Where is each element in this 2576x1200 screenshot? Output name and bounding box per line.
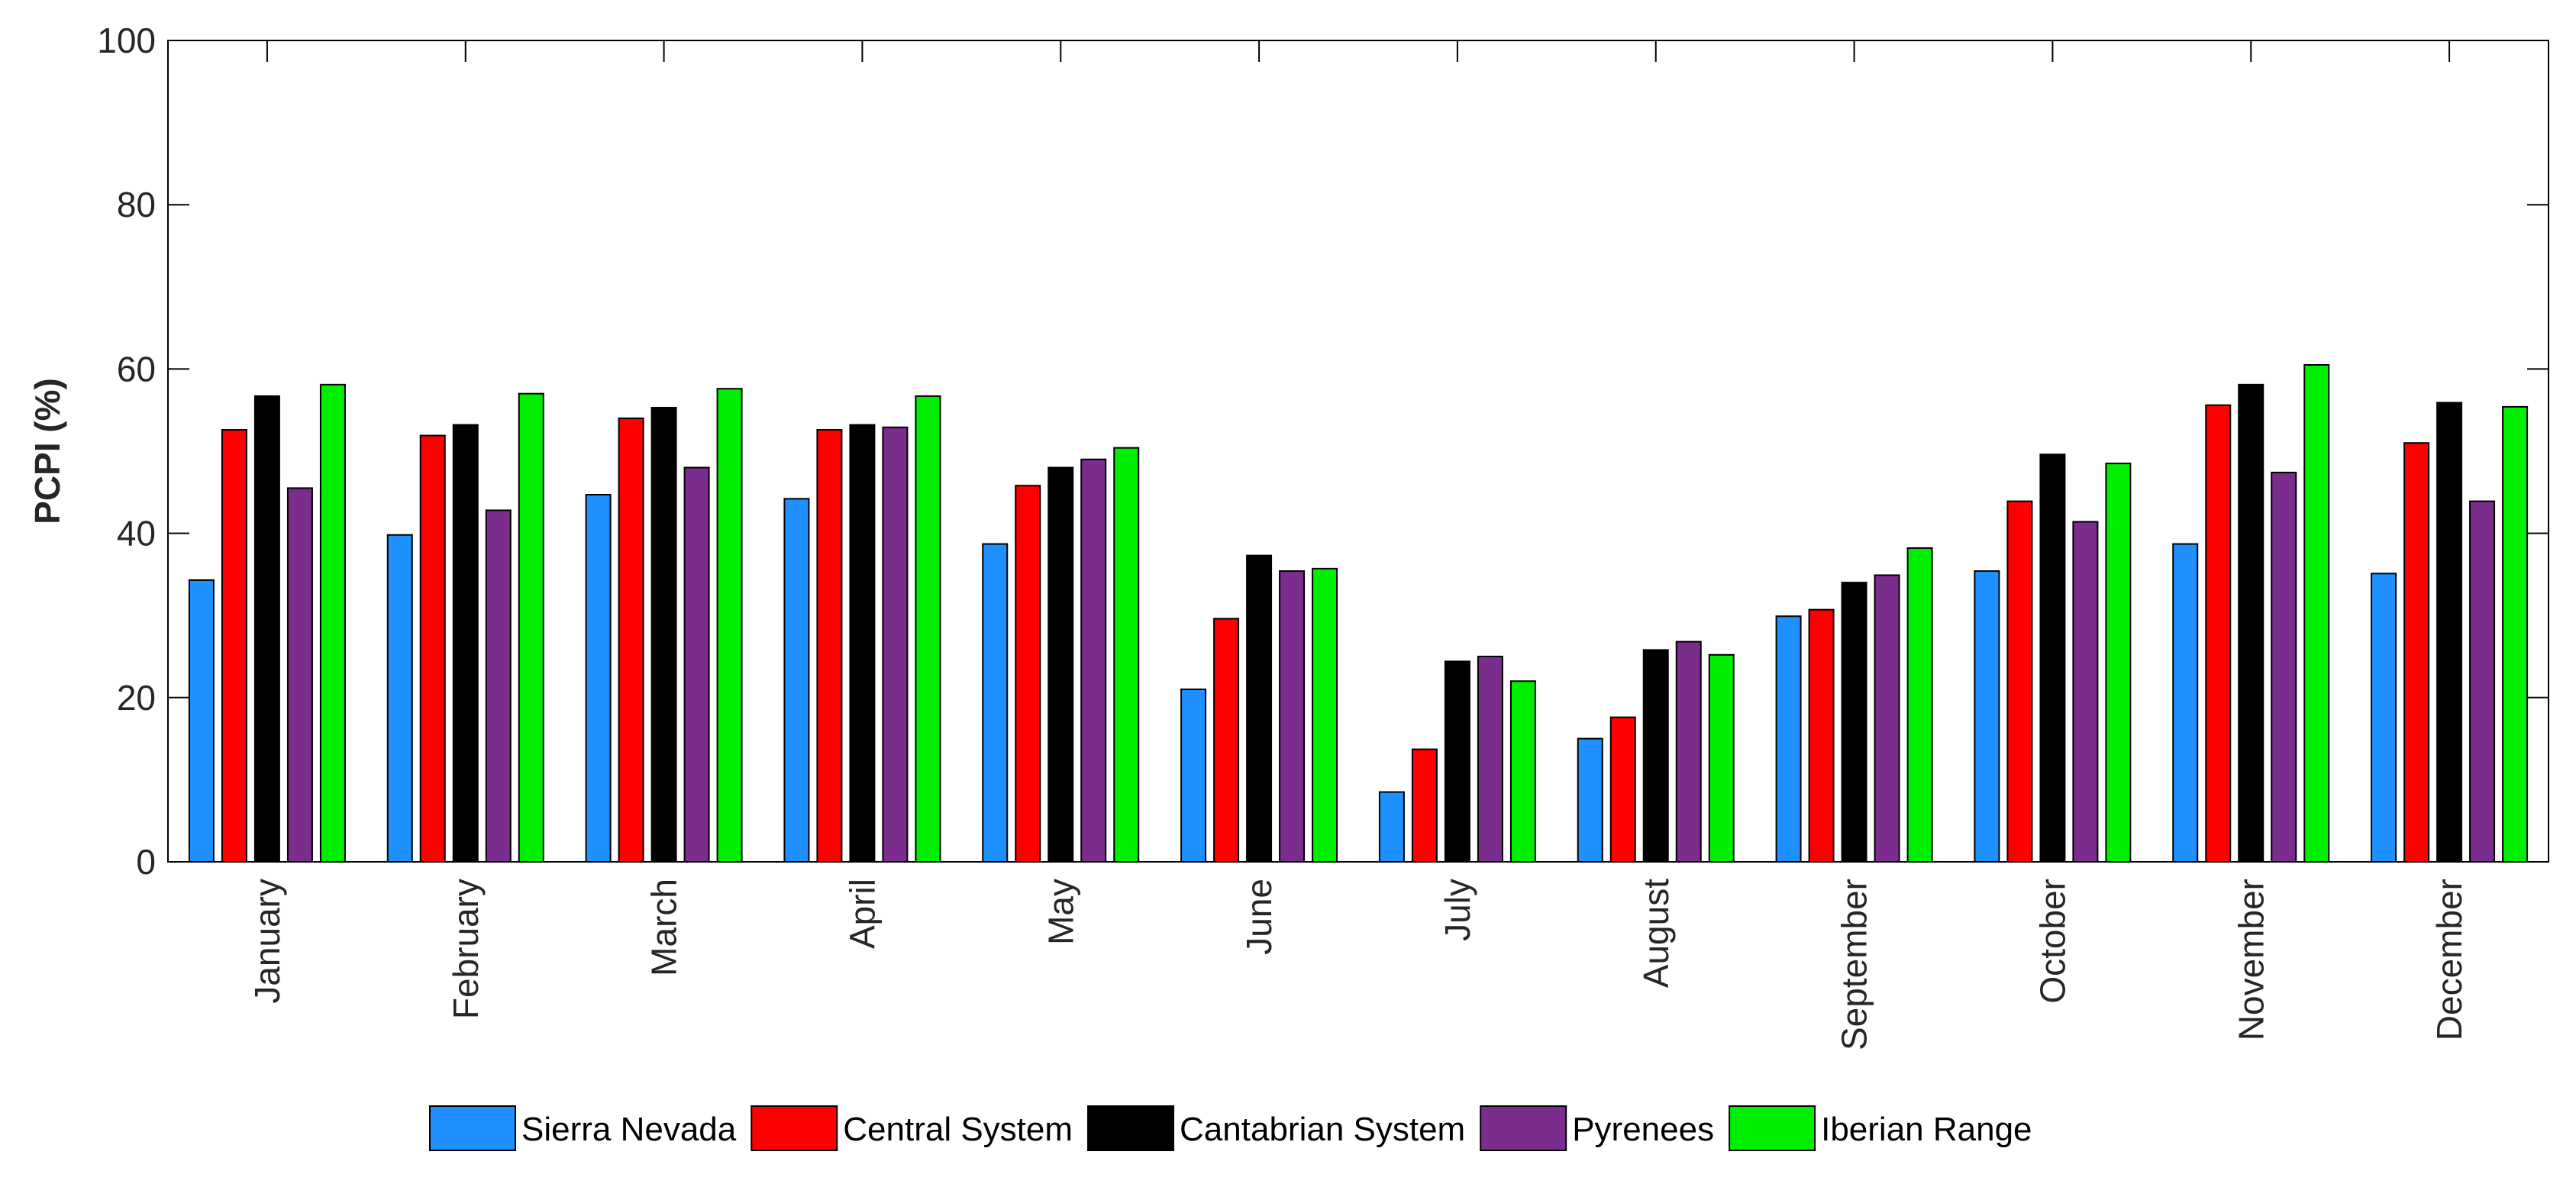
- bar-pyrenees-may: [1080, 458, 1107, 863]
- y-tick-label: 60: [117, 349, 156, 389]
- bar-sierra-nevada-july: [1378, 791, 1405, 863]
- bar-pyrenees-september: [1874, 574, 1900, 863]
- legend-swatch-sierra-nevada: [429, 1105, 516, 1151]
- bar-pyrenees-december: [2469, 500, 2496, 863]
- bar-pyrenees-august: [1675, 640, 1702, 863]
- x-tick-label-september: September: [1835, 879, 1874, 1050]
- bar-cantabrian-system-august: [1642, 649, 1669, 863]
- bar-sierra-nevada-october: [1974, 570, 2000, 863]
- bar-central-system-august: [1609, 716, 1636, 863]
- bar-iberian-range-january: [319, 383, 346, 863]
- bar-pyrenees-march: [683, 466, 710, 863]
- bar-iberian-range-november: [2303, 364, 2330, 863]
- y-tick-label: 20: [117, 678, 156, 718]
- bar-iberian-range-december: [2502, 405, 2529, 863]
- bar-iberian-range-march: [716, 388, 743, 863]
- legend-label-pyrenees: Pyrenees: [1572, 1111, 1714, 1148]
- bar-central-system-june: [1213, 618, 1240, 863]
- bar-central-system-may: [1015, 485, 1041, 863]
- x-tick-label-may: May: [1041, 879, 1080, 945]
- bar-iberian-range-april: [915, 395, 941, 863]
- bar-pyrenees-july: [1477, 656, 1503, 863]
- bar-central-system-july: [1411, 748, 1438, 863]
- bar-iberian-range-october: [2105, 463, 2132, 863]
- bar-pyrenees-october: [2072, 521, 2099, 863]
- bar-cantabrian-system-april: [849, 424, 876, 863]
- legend: Sierra Nevada Central System Cantabrian Sy…: [429, 1105, 2032, 1151]
- bar-central-system-november: [2205, 404, 2232, 863]
- bar-cantabrian-system-february: [452, 424, 479, 863]
- bar-sierra-nevada-february: [386, 534, 413, 863]
- bar-cantabrian-system-may: [1048, 466, 1074, 863]
- legend-swatch-pyrenees: [1480, 1105, 1567, 1151]
- legend-label-iberian-range: Iberian Range: [1821, 1111, 2032, 1148]
- bar-central-system-april: [816, 429, 843, 863]
- y-tick-label: 40: [117, 514, 156, 553]
- legend-swatch-central-system: [751, 1105, 838, 1151]
- bar-iberian-range-february: [518, 392, 544, 863]
- x-tick-label-december: December: [2429, 879, 2469, 1040]
- bar-sierra-nevada-may: [982, 543, 1009, 863]
- bar-pyrenees-february: [485, 509, 512, 863]
- bar-cantabrian-system-october: [2039, 453, 2066, 863]
- legend-label-central-system: Central System: [843, 1111, 1073, 1148]
- x-tick-label-november: November: [2231, 879, 2271, 1040]
- x-tick-label-august: August: [1636, 879, 1676, 988]
- bar-central-system-march: [618, 417, 644, 863]
- y-tick-label: 80: [117, 185, 156, 224]
- bar-iberian-range-july: [1509, 680, 1536, 863]
- bar-cantabrian-system-july: [1444, 660, 1470, 863]
- bar-cantabrian-system-december: [2436, 402, 2463, 863]
- legend-swatch-cantabrian-system: [1087, 1105, 1175, 1151]
- bar-sierra-nevada-december: [2371, 573, 2397, 863]
- bar-central-system-january: [221, 429, 247, 863]
- bar-iberian-range-may: [1113, 447, 1140, 863]
- bar-pyrenees-november: [2271, 471, 2297, 863]
- bar-cantabrian-system-september: [1841, 582, 1867, 863]
- bars-layer: [188, 364, 2529, 863]
- x-tick-label-april: April: [842, 879, 882, 949]
- y-tick-label: 0: [136, 842, 156, 882]
- legend-swatch-iberian-range: [1729, 1105, 1816, 1151]
- bar-sierra-nevada-january: [188, 579, 215, 863]
- bar-cantabrian-system-january: [253, 395, 280, 863]
- bar-central-system-december: [2403, 442, 2430, 863]
- bar-cantabrian-system-june: [1246, 554, 1273, 863]
- bar-iberian-range-september: [1906, 547, 1933, 863]
- y-tick-label: 100: [97, 21, 156, 60]
- bar-cantabrian-system-november: [2238, 383, 2264, 863]
- x-axis: January February March April May June July Augu…: [247, 40, 2469, 1050]
- bar-sierra-nevada-june: [1180, 689, 1207, 863]
- bar-sierra-nevada-march: [585, 494, 612, 863]
- x-tick-label-october: October: [2032, 879, 2072, 1004]
- bar-iberian-range-august: [1708, 653, 1735, 863]
- x-tick-label-february: February: [446, 879, 486, 1019]
- legend-label-cantabrian-system: Cantabrian System: [1180, 1111, 1465, 1148]
- bar-iberian-range-june: [1312, 567, 1338, 863]
- x-tick-label-january: January: [247, 879, 287, 1004]
- bar-central-system-october: [2006, 500, 2033, 863]
- x-tick-label-march: March: [644, 879, 684, 976]
- legend-label-sierra-nevada: Sierra Nevada: [521, 1111, 737, 1148]
- bar-central-system-september: [1808, 608, 1835, 863]
- bar-pyrenees-april: [882, 426, 909, 863]
- y-axis-label: PCPI (%): [27, 378, 67, 524]
- x-tick-label-july: July: [1438, 879, 1477, 941]
- bar-sierra-nevada-september: [1775, 615, 1802, 863]
- bar-sierra-nevada-november: [2172, 543, 2199, 863]
- bar-sierra-nevada-august: [1577, 737, 1603, 863]
- bar-sierra-nevada-april: [783, 498, 810, 863]
- bar-pyrenees-january: [286, 487, 313, 863]
- y-axis: 0 20 40 60 80 100: [97, 21, 2549, 882]
- bar-central-system-february: [419, 434, 446, 863]
- bar-cantabrian-system-march: [650, 406, 677, 863]
- x-tick-label-june: June: [1239, 879, 1279, 955]
- bar-pyrenees-june: [1279, 570, 1306, 863]
- plot-area-frame: [167, 40, 2549, 863]
